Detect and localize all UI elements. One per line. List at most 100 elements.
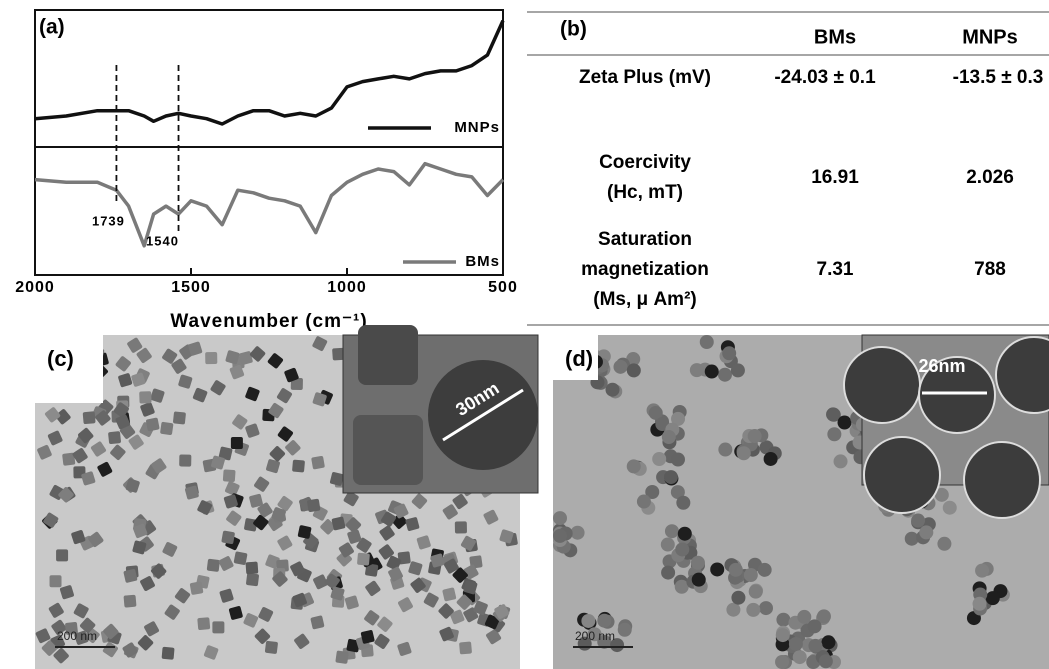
nanoparticle bbox=[108, 431, 121, 444]
row-label: Zeta Plus (mV) bbox=[579, 67, 711, 88]
column-header: BMs bbox=[814, 26, 856, 48]
spectrum-line bbox=[35, 21, 503, 124]
nanoparticle bbox=[808, 639, 822, 653]
nanoparticle bbox=[455, 521, 467, 533]
nanoparticle bbox=[776, 613, 790, 627]
nanoparticle bbox=[776, 628, 790, 642]
nanoparticle bbox=[911, 514, 925, 528]
table-cell: 788 bbox=[974, 259, 1006, 280]
inset-particle bbox=[864, 437, 940, 513]
nanoparticle bbox=[160, 422, 174, 436]
nanoparticle bbox=[943, 501, 957, 515]
nanoparticle bbox=[789, 637, 803, 651]
row-label: magnetization bbox=[581, 259, 709, 280]
nanoparticle bbox=[975, 564, 989, 578]
column-header: MNPs bbox=[962, 26, 1018, 48]
nanoparticle bbox=[613, 360, 627, 374]
inset-particle bbox=[844, 347, 920, 423]
nanoparticle bbox=[691, 556, 705, 570]
nanoparticle bbox=[553, 511, 567, 525]
panel-label: (c) bbox=[47, 346, 74, 371]
nanoparticle bbox=[231, 437, 243, 449]
nanoparticle bbox=[297, 525, 311, 539]
row-label: (Ms, μ Am²) bbox=[593, 289, 696, 310]
nanoparticle bbox=[56, 549, 68, 561]
nanoparticle bbox=[722, 346, 736, 360]
nanoparticle bbox=[571, 526, 585, 540]
nanoparticle bbox=[678, 527, 692, 541]
peak-label: 1739 bbox=[92, 213, 125, 228]
nanoparticle bbox=[737, 446, 751, 460]
nanoparticle bbox=[759, 601, 773, 615]
x-tick-label: 1500 bbox=[171, 279, 211, 296]
nanoparticle bbox=[834, 454, 848, 468]
nanoparticle bbox=[223, 469, 236, 482]
nanoparticle bbox=[793, 650, 807, 664]
nanoparticle bbox=[700, 335, 714, 349]
nanoparticle bbox=[146, 417, 160, 431]
nanoparticle bbox=[726, 603, 740, 617]
nanoparticle bbox=[731, 591, 745, 605]
nanoparticle bbox=[827, 427, 841, 441]
nanoparticle bbox=[937, 537, 951, 551]
nanoparticle bbox=[748, 429, 762, 443]
nanoparticle bbox=[797, 610, 811, 624]
inset-particle bbox=[353, 415, 423, 485]
tem-image: 26nm(d)200 nm bbox=[553, 335, 1049, 669]
nanoparticle bbox=[207, 559, 220, 572]
nanoparticle bbox=[246, 573, 259, 586]
nanoparticle bbox=[710, 562, 724, 576]
scale-bar-label: 200 nm bbox=[57, 629, 97, 643]
nanoparticle bbox=[652, 452, 666, 466]
nanoparticle bbox=[162, 647, 175, 660]
nanoparticle bbox=[731, 363, 745, 377]
nanoparticle bbox=[749, 585, 763, 599]
nanoparticle bbox=[357, 553, 370, 566]
table-cell: 7.31 bbox=[817, 259, 854, 280]
peak-label: 1540 bbox=[146, 233, 179, 248]
x-tick-label: 1000 bbox=[327, 279, 367, 296]
nanoparticle bbox=[758, 563, 772, 577]
nanoparticle bbox=[139, 391, 151, 403]
spectrum-line bbox=[35, 164, 503, 246]
nanoparticle bbox=[718, 368, 732, 382]
nanoparticle bbox=[605, 383, 619, 397]
legend-label: BMs bbox=[465, 253, 500, 270]
nanoparticle bbox=[705, 365, 719, 379]
x-axis-label: Wavenumber (cm⁻¹) bbox=[170, 311, 367, 332]
nanoparticle bbox=[212, 621, 224, 633]
row-label: (Hc, mT) bbox=[607, 182, 683, 203]
nanoparticle bbox=[124, 595, 137, 608]
nanoparticle bbox=[50, 575, 62, 587]
nanoparticle bbox=[179, 454, 191, 466]
nanoparticle bbox=[662, 430, 676, 444]
nanoparticle bbox=[83, 411, 96, 424]
nanoparticle bbox=[627, 363, 641, 377]
row-label: Saturation bbox=[598, 229, 692, 250]
nanoparticle bbox=[690, 363, 704, 377]
nanoparticle bbox=[692, 573, 706, 587]
row-label: Coercivity bbox=[599, 152, 691, 173]
nanoparticle bbox=[234, 551, 248, 565]
nanoparticle bbox=[637, 495, 651, 509]
nanoparticle bbox=[265, 641, 278, 654]
x-tick-label: 2000 bbox=[15, 279, 55, 296]
nanoparticle bbox=[221, 530, 235, 544]
nanoparticle bbox=[775, 655, 789, 669]
nanoparticle bbox=[729, 563, 743, 577]
nanoparticle bbox=[197, 617, 210, 630]
table-cell: 16.91 bbox=[811, 167, 859, 188]
nanoparticle bbox=[459, 641, 472, 654]
nanoparticle bbox=[190, 581, 204, 595]
nanoparticle bbox=[627, 459, 641, 473]
inset-particle bbox=[358, 325, 418, 385]
table-cell: 2.026 bbox=[966, 167, 1014, 188]
nanoparticle bbox=[246, 562, 259, 575]
nanoparticle bbox=[664, 470, 678, 484]
nanoparticle bbox=[675, 542, 689, 556]
nanoparticle bbox=[821, 635, 835, 649]
nanoparticle bbox=[307, 499, 321, 513]
nanoparticle bbox=[553, 529, 567, 543]
legend-label: MNPs bbox=[454, 119, 500, 136]
nanoparticle bbox=[173, 411, 186, 424]
